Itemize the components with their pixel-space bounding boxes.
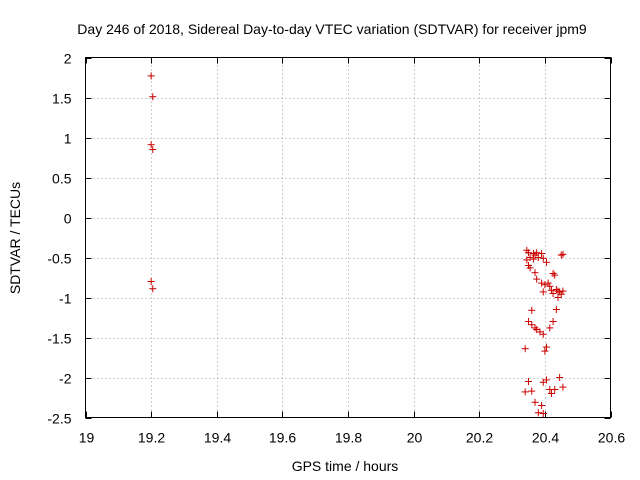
data-point [547,286,555,294]
x-tick-label: 20.2 [466,430,493,446]
data-point [528,387,536,395]
data-point [538,250,546,257]
x-tick-label: 19.4 [204,430,231,446]
data-point [149,146,157,153]
data-point [531,324,539,332]
y-tick-label: 1.5 [52,91,72,107]
x-tick-label: 19.8 [335,430,362,446]
y-tick-label: 1 [64,131,72,147]
data-point [551,386,559,393]
data-point [559,383,567,391]
x-tick-label: 19 [79,430,95,446]
data-point [541,281,549,289]
data-point [526,264,534,272]
data-point [546,282,554,290]
data-point [549,290,557,297]
data-point [529,255,537,263]
data-point [538,402,546,409]
data-point [539,288,547,296]
data-point [559,250,567,258]
grid [85,57,611,418]
data-point [534,254,542,261]
y-tick-label: 2 [64,51,72,67]
data-point [543,376,551,384]
data-point [556,374,564,381]
data-point [538,279,546,287]
data-point [557,290,565,298]
data-point [543,258,551,266]
data-point [524,318,532,325]
data-point [531,398,539,406]
data-point [546,324,554,332]
axis-ticks: 19 19.2 19.4 19.6 19.8 20 20.2 20.4 20.6-2.5-2-1… [47,51,625,446]
y-axis-label: SDTVAR / TECUs [7,182,23,294]
data-point [549,270,557,277]
data-point [528,306,536,314]
data-point [531,269,539,277]
data-point [554,294,562,301]
data-point [559,287,567,295]
data-point [147,278,155,285]
data-point [547,390,555,397]
data-point [549,318,557,325]
x-tick-label: 19.2 [138,430,165,446]
chart-title: Day 246 of 2018, Sidereal Day-to-day VTE… [77,21,587,37]
data-point [526,254,534,261]
data-point [557,251,565,259]
data-point [147,141,155,149]
data-point [543,343,551,351]
y-tick-label: 0.5 [52,171,72,187]
data-point [533,249,541,257]
y-tick-label: -2 [59,371,72,387]
data-point [552,306,560,313]
x-tick-label: 20.6 [598,430,625,446]
y-tick-label: -1.5 [47,331,71,347]
data-point [544,279,552,287]
x-tick-label: 20 [407,430,423,446]
y-tick-label: -1 [59,291,72,307]
x-tick-label: 20.4 [532,430,559,446]
y-tick-label: -2.5 [47,411,71,427]
data-point [533,275,541,283]
data-point [521,388,529,396]
data-point [551,271,559,279]
data-series-sdtvar [147,72,567,417]
y-tick-label: 0 [64,211,72,227]
data-point [524,378,532,385]
data-point [528,321,536,329]
data-point [524,249,532,257]
data-point [147,72,155,80]
data-point [149,93,157,101]
data-point [539,330,547,338]
y-tick-label: -0.5 [47,251,71,267]
x-tick-label: 19.6 [269,430,296,446]
x-axis-label: GPS time / hours [292,458,399,474]
data-point [534,409,542,417]
data-point [521,345,529,353]
data-point [541,347,549,355]
data-point [149,285,157,293]
data-point [539,254,547,262]
data-point [539,410,547,417]
